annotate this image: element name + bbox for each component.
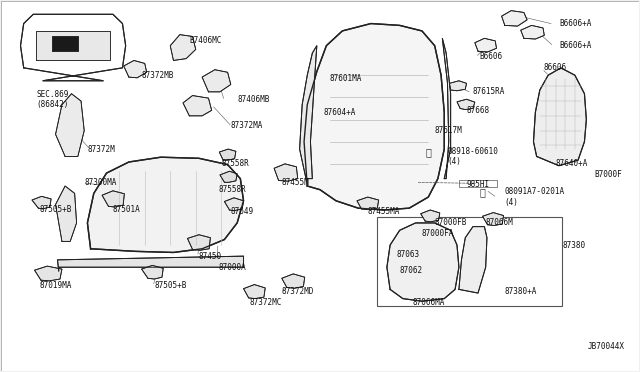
Text: 87501A: 87501A (113, 205, 141, 215)
Text: SEC.869
(86842): SEC.869 (86842) (36, 90, 69, 109)
Polygon shape (449, 81, 467, 91)
Bar (459, 180, 497, 187)
Text: B6606: B6606 (479, 52, 502, 61)
Text: 87380+A: 87380+A (505, 287, 537, 296)
Text: 87604+A: 87604+A (323, 108, 356, 117)
Polygon shape (244, 285, 265, 299)
Text: 87380: 87380 (562, 241, 585, 250)
FancyBboxPatch shape (378, 217, 562, 306)
Text: 87000FA: 87000FA (422, 230, 454, 238)
Polygon shape (459, 227, 487, 293)
Polygon shape (357, 197, 379, 210)
Polygon shape (387, 223, 459, 301)
Polygon shape (35, 266, 62, 281)
Text: 87372MD: 87372MD (282, 287, 314, 296)
Text: 87615RA: 87615RA (473, 87, 506, 96)
Polygon shape (225, 198, 244, 211)
Text: 87066MA: 87066MA (412, 298, 445, 307)
Polygon shape (58, 256, 244, 271)
Polygon shape (36, 31, 109, 61)
Text: 87300MA: 87300MA (84, 178, 116, 187)
Polygon shape (475, 38, 497, 52)
Text: 87062: 87062 (399, 266, 423, 275)
Text: 87649: 87649 (231, 207, 254, 217)
Polygon shape (300, 46, 317, 179)
Text: B6606+A: B6606+A (559, 41, 591, 50)
Polygon shape (183, 96, 212, 116)
Polygon shape (56, 186, 77, 241)
Polygon shape (188, 235, 211, 250)
Text: 87505+B: 87505+B (40, 205, 72, 215)
Text: 87455M: 87455M (282, 178, 310, 187)
Polygon shape (502, 11, 527, 26)
Text: B7406MC: B7406MC (189, 36, 221, 45)
Polygon shape (88, 157, 244, 253)
Text: 86606: 86606 (543, 63, 566, 72)
Text: 87668: 87668 (467, 106, 490, 115)
Polygon shape (202, 70, 231, 92)
Text: 87455MA: 87455MA (368, 207, 400, 217)
Text: 87505+B: 87505+B (154, 281, 187, 290)
Polygon shape (304, 23, 444, 210)
Polygon shape (32, 196, 51, 209)
Polygon shape (102, 191, 124, 207)
Text: 87601MA: 87601MA (330, 74, 362, 83)
Polygon shape (52, 36, 78, 51)
Text: JB70044X: JB70044X (588, 342, 625, 351)
Text: 87372M: 87372M (88, 145, 115, 154)
Polygon shape (457, 99, 475, 110)
Text: B6606+A: B6606+A (559, 19, 591, 28)
Text: 87558R: 87558R (218, 185, 246, 194)
Text: Ⓑ: Ⓑ (479, 187, 485, 198)
Text: 87372MA: 87372MA (231, 121, 263, 129)
Text: 87019MA: 87019MA (40, 281, 72, 290)
Text: 08918-60610
(4): 08918-60610 (4) (447, 147, 499, 166)
Text: 87406MB: 87406MB (237, 95, 269, 104)
Polygon shape (20, 14, 125, 81)
Text: 87617M: 87617M (435, 126, 463, 135)
Polygon shape (521, 25, 544, 39)
Text: 08091A7-0201A
(4): 08091A7-0201A (4) (505, 187, 565, 207)
Text: 87066M: 87066M (486, 218, 513, 227)
Polygon shape (282, 274, 305, 288)
Text: 87558R: 87558R (221, 159, 249, 169)
Text: 87640+A: 87640+A (556, 159, 588, 169)
Text: 87063: 87063 (396, 250, 420, 259)
Text: 985HI: 985HI (467, 180, 490, 189)
Polygon shape (220, 171, 237, 182)
Text: 87000A: 87000A (218, 263, 246, 272)
Polygon shape (124, 61, 147, 78)
Polygon shape (483, 212, 504, 225)
Polygon shape (170, 35, 196, 61)
Text: 87450: 87450 (199, 251, 222, 261)
Text: 87000FB: 87000FB (435, 218, 467, 227)
Polygon shape (220, 149, 236, 160)
Polygon shape (420, 210, 440, 222)
Polygon shape (442, 38, 451, 179)
Polygon shape (141, 265, 163, 279)
Text: Ⓝ: Ⓝ (426, 147, 431, 157)
Polygon shape (56, 94, 84, 157)
Polygon shape (274, 164, 298, 181)
Text: 87372MB: 87372MB (141, 71, 174, 80)
Text: B7000F: B7000F (594, 170, 621, 179)
Polygon shape (534, 68, 586, 166)
Text: 87372MC: 87372MC (250, 298, 282, 307)
